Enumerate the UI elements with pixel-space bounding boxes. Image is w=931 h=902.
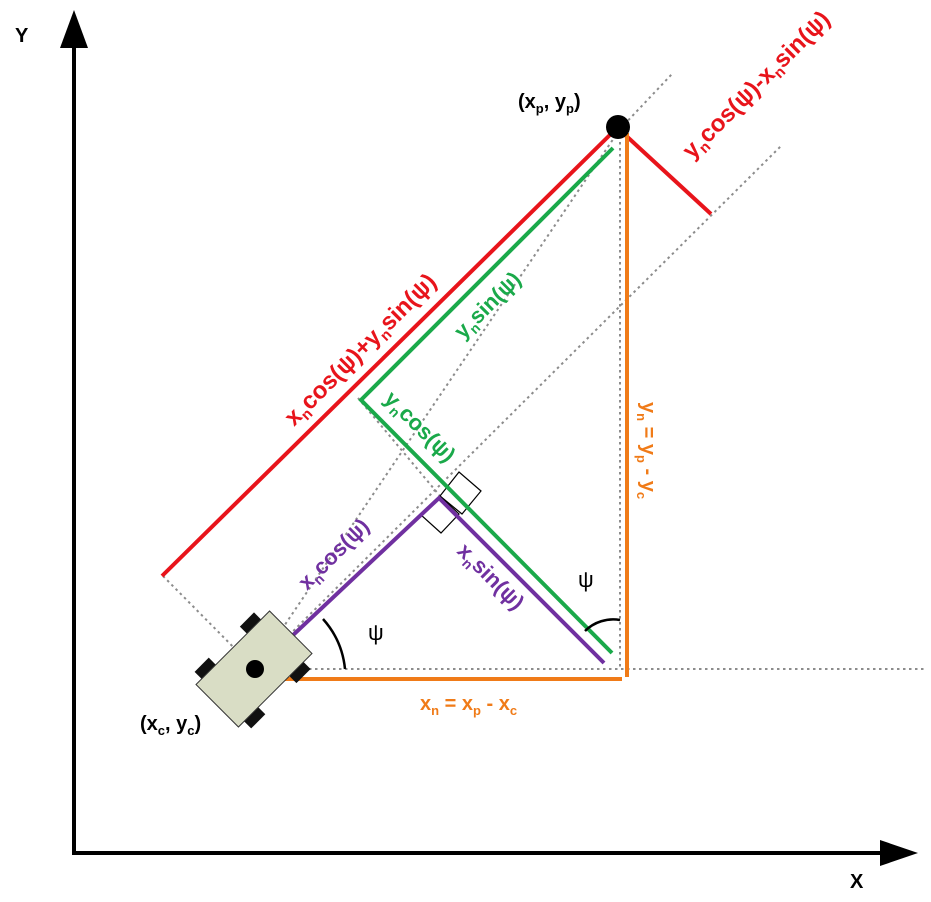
xn-cos-label: xncos(ψ) <box>293 513 376 596</box>
vehicle-wheel <box>241 704 266 729</box>
red-long-segment <box>160 125 620 578</box>
dotted-hypotenuse <box>254 128 621 670</box>
vehicle-wheel <box>194 657 219 682</box>
xn-equation-label: xn = xp - xc <box>420 693 517 718</box>
vehicle-wheel <box>239 612 264 637</box>
y-axis-label: Y <box>15 25 29 47</box>
psi-label-target: ψ <box>578 567 594 592</box>
right-angle-marker-upper <box>439 471 482 515</box>
yn-equation-label: yn = yp - yc <box>634 402 659 499</box>
yn-sin-label: ynsin(ψ) <box>449 267 528 346</box>
construction-lines <box>162 73 925 670</box>
red-short-label: yncos(ψ)-xnsin(ψ) <box>677 6 838 167</box>
target-position-label: (xp, yp) <box>518 91 581 116</box>
x-axis-arrow <box>880 840 918 866</box>
psi-arc-target <box>584 618 621 632</box>
vehicle-position-label: (xc, yc) <box>140 713 201 738</box>
angle-arcs <box>322 618 621 670</box>
dotted-upper-diagonal <box>619 73 673 130</box>
psi-arc-vehicle <box>322 618 347 670</box>
purple-segment <box>256 495 606 670</box>
green-segment <box>358 146 615 655</box>
red-short-segment <box>620 130 713 216</box>
vehicle-wheel <box>286 659 311 684</box>
y-axis-arrow <box>60 10 88 48</box>
axes: Y X <box>15 10 918 893</box>
target-point-icon <box>606 115 630 139</box>
x-axis-label: X <box>850 871 864 893</box>
right-angle-markers <box>420 471 482 534</box>
dotted-heading-line <box>254 144 783 670</box>
psi-label-vehicle: ψ <box>368 620 384 645</box>
vehicle-center-point <box>246 660 264 678</box>
segments <box>160 125 713 681</box>
